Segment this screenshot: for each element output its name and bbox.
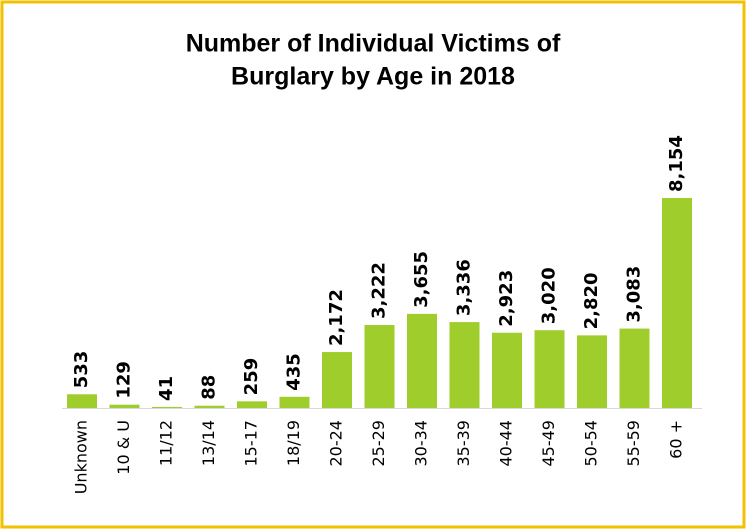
x-tick-label: 30-34 bbox=[412, 420, 431, 467]
x-tick-label: 45-49 bbox=[539, 420, 558, 467]
data-label: 3,083 bbox=[624, 266, 645, 323]
bar bbox=[67, 394, 97, 408]
x-tick-label: 50-54 bbox=[582, 420, 601, 467]
data-label: 129 bbox=[114, 361, 135, 399]
bar bbox=[577, 335, 607, 408]
bar bbox=[237, 401, 267, 408]
x-tick-label: 10 & U bbox=[114, 420, 133, 475]
x-tick-label: 13/14 bbox=[199, 420, 218, 466]
x-tick-label: 18/19 bbox=[284, 420, 303, 466]
x-tick-label: 15-17 bbox=[242, 420, 261, 467]
x-tick-label: 35-39 bbox=[454, 420, 473, 467]
data-label: 259 bbox=[241, 358, 262, 396]
x-tick-label: 55-59 bbox=[624, 420, 643, 467]
bar bbox=[534, 330, 565, 408]
bar bbox=[619, 328, 650, 408]
bar bbox=[322, 352, 352, 408]
bar bbox=[279, 396, 310, 408]
x-tick-label: 60 + bbox=[667, 420, 686, 459]
bar bbox=[449, 322, 480, 408]
bar bbox=[364, 325, 395, 408]
bar bbox=[492, 332, 522, 408]
data-label: 3,655 bbox=[411, 251, 432, 308]
data-label: 3,222 bbox=[369, 262, 390, 319]
x-tick-label: 11/12 bbox=[157, 420, 176, 466]
bar bbox=[194, 405, 225, 408]
data-label: 3,020 bbox=[539, 267, 560, 324]
data-label: 88 bbox=[199, 375, 220, 400]
data-label: 533 bbox=[71, 351, 92, 389]
data-label: 2,820 bbox=[581, 272, 602, 329]
data-label: 3,336 bbox=[454, 259, 475, 316]
chart-title: Burglary by Age in 2018 bbox=[231, 63, 515, 91]
bar bbox=[407, 313, 437, 408]
x-tick-label: 25-29 bbox=[369, 420, 388, 467]
x-tick-label: 20-24 bbox=[327, 420, 346, 467]
data-label: 41 bbox=[156, 376, 177, 401]
x-tick-label: 40-44 bbox=[497, 420, 516, 467]
bar bbox=[662, 198, 692, 408]
chart-title: Number of Individual Victims of bbox=[186, 30, 561, 58]
bar bbox=[109, 404, 140, 408]
data-label: 2,923 bbox=[496, 270, 517, 327]
data-label: 8,154 bbox=[666, 135, 687, 192]
x-tick-label: Unknown bbox=[72, 420, 91, 494]
data-label: 435 bbox=[284, 353, 305, 391]
data-label: 2,172 bbox=[326, 289, 347, 346]
bar bbox=[152, 406, 182, 408]
